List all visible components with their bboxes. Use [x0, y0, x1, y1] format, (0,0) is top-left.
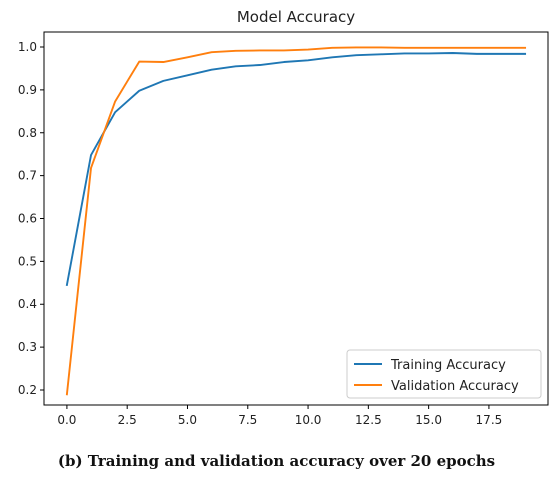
x-tick-label: 0.0	[57, 413, 76, 427]
x-tick-label: 17.5	[476, 413, 503, 427]
y-tick-label: 0.2	[18, 383, 37, 397]
x-tick-label: 15.0	[415, 413, 442, 427]
legend-label: Training Accuracy	[390, 358, 506, 373]
accuracy-chart: Model Accuracy 0.0 2.5 5.0 7.5 10.0 12.5 15.0 1…	[18, 8, 549, 427]
plot-area	[65, 46, 527, 396]
figure-caption: (b) Training and validation accuracy ove…	[57, 452, 496, 470]
y-tick-label: 0.4	[18, 297, 37, 311]
x-tick-label: 10.0	[295, 413, 322, 427]
series-line-training	[65, 52, 527, 287]
x-tick-label: 7.5	[238, 413, 257, 427]
chart-title: Model Accuracy	[237, 8, 355, 26]
legend-label: Validation Accuracy	[391, 379, 519, 394]
y-tick-label: 0.5	[18, 254, 37, 268]
x-tick-label: 12.5	[355, 413, 382, 427]
y-tick-label: 0.9	[18, 83, 37, 97]
legend: Training Accuracy Validation Accuracy	[346, 349, 542, 399]
y-tick-label: 0.3	[18, 340, 37, 354]
legend-box	[346, 349, 542, 399]
series-line-validation	[65, 46, 527, 396]
y-tick-label: 0.6	[18, 212, 37, 226]
y-tick-label: 0.8	[18, 126, 37, 140]
plot-frame	[43, 31, 549, 406]
x-tick-label: 5.0	[178, 413, 197, 427]
x-tick-label: 2.5	[118, 413, 137, 427]
y-tick-label: 0.7	[18, 169, 37, 183]
y-tick-label: 1.0	[18, 40, 37, 54]
